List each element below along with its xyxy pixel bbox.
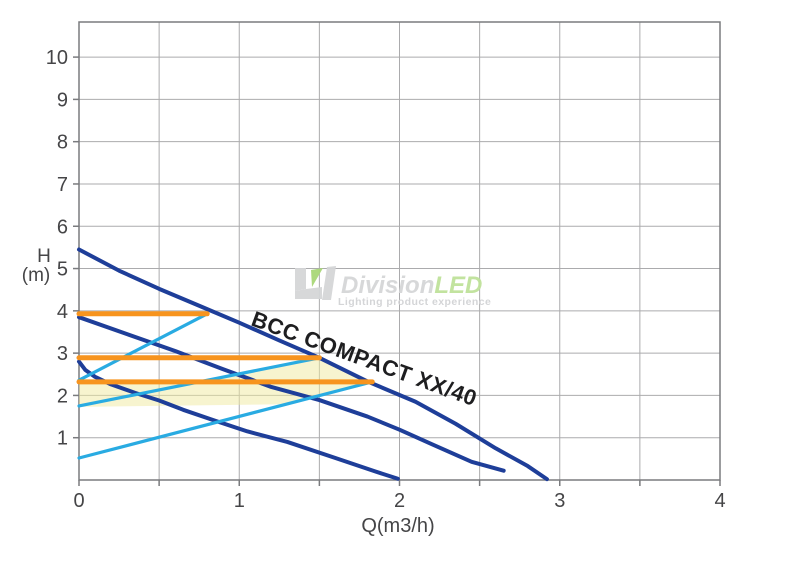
y-axis-title: H xyxy=(37,246,51,267)
pump-curve-speed-2 xyxy=(77,315,506,473)
y-axis-unit: (m) xyxy=(22,265,50,286)
system-curve-1 xyxy=(77,312,209,382)
y-tick-label: 8 xyxy=(57,132,68,154)
watermark-brand-gray: Division xyxy=(341,272,434,299)
series-layer xyxy=(76,247,549,482)
x-axis-title: Q(m3/h) xyxy=(361,515,434,537)
y-tick-label: 6 xyxy=(57,216,68,238)
watermark-brand: DivisionLED xyxy=(341,272,482,299)
x-tick-label: 3 xyxy=(554,490,565,512)
y-tick-label: 1 xyxy=(57,428,68,450)
watermark: DivisionLED Lighting product experience xyxy=(295,266,491,308)
pump-curve-speed-1 xyxy=(77,359,400,481)
x-tick-label: 1 xyxy=(234,490,245,512)
watermark-tagline: Lighting product experience xyxy=(338,296,491,308)
x-tick-label: 4 xyxy=(714,490,725,512)
grid-layer xyxy=(73,21,721,486)
divisionled-logo-icon xyxy=(295,266,336,300)
y-tick-label: 9 xyxy=(57,89,68,111)
y-tick-label: 3 xyxy=(57,343,68,365)
y-tick-label: 4 xyxy=(57,301,68,323)
watermark-brand-green: LED xyxy=(434,272,482,299)
y-tick-label: 2 xyxy=(57,385,68,407)
x-tick-label: 2 xyxy=(394,490,405,512)
tick-label-layer: 0 1 2 3 4 1 2 3 4 5 6 7 8 9 10 xyxy=(46,47,726,512)
y-tick-label: 7 xyxy=(57,174,68,196)
system-curve-3 xyxy=(77,380,374,460)
x-tick-label: 0 xyxy=(73,490,84,512)
y-tick-label: 5 xyxy=(57,259,68,281)
y-tick-label: 10 xyxy=(46,47,68,69)
